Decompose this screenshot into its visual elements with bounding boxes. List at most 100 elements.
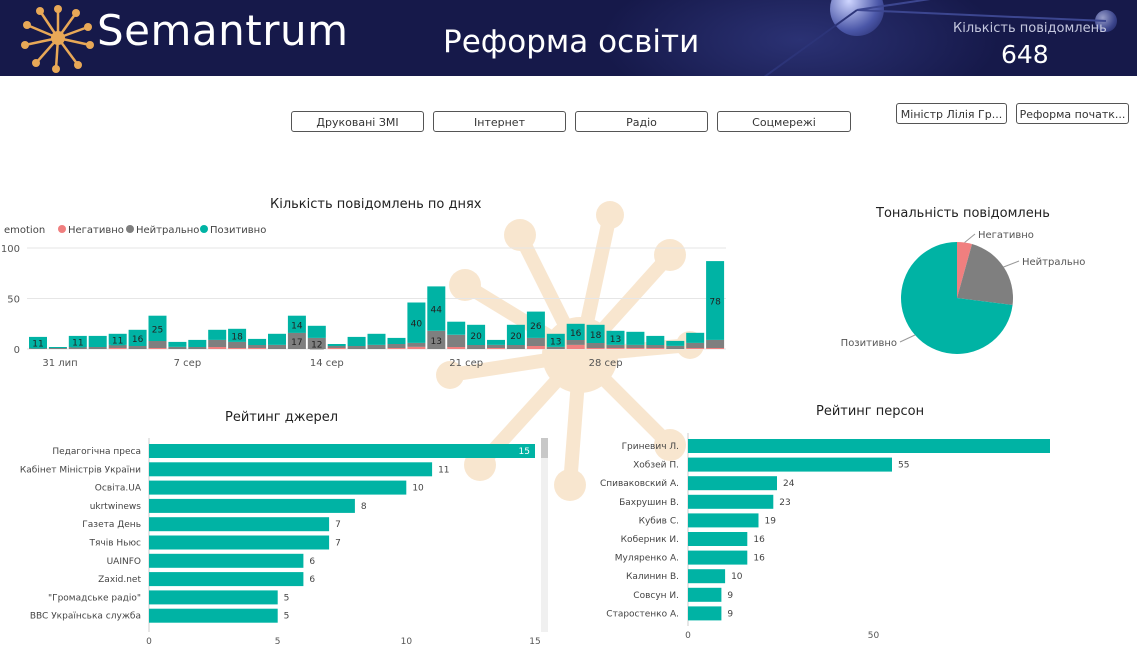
bar-segment-neutral	[526, 337, 545, 346]
bar-segment-neutral	[108, 345, 127, 348]
legend-item-neutral: Нейтрально	[136, 225, 199, 236]
value-label: 5	[284, 593, 290, 603]
category-label: UAINFO	[107, 557, 141, 567]
bar-segment-neutral	[48, 348, 67, 349]
value-label: 9	[727, 591, 733, 601]
bar-segment-negative	[706, 348, 725, 349]
x-tick-label: 15	[529, 637, 540, 647]
data-label: 20	[510, 332, 522, 342]
filter-reform[interactable]: Реформа початк...	[1016, 103, 1129, 124]
bar-segment-neutral	[268, 345, 286, 349]
bar-segment-neutral	[188, 347, 207, 349]
legend-marker	[58, 225, 66, 233]
data-label: 17	[291, 338, 302, 348]
pie-leader-line	[1003, 260, 1020, 268]
pie-label-negative: Негативно	[978, 230, 1034, 241]
pie-slice-negative	[957, 242, 973, 298]
bar-segment-neutral	[128, 346, 147, 349]
data-label-bg	[289, 335, 304, 347]
value-label: 24	[783, 479, 795, 489]
data-label-bg	[608, 332, 623, 344]
data-label: 11	[112, 336, 123, 346]
slicer-print-media[interactable]: Друковані ЗМІ	[291, 111, 424, 132]
value-label: 6	[309, 575, 315, 585]
data-label-bg	[508, 329, 523, 341]
bar-segment-negative	[387, 348, 406, 349]
slicer-internet[interactable]: Інтернет	[433, 111, 566, 132]
data-label: 20	[470, 332, 482, 342]
bar-segment-neutral	[347, 346, 366, 349]
bar-segment-negative	[208, 347, 227, 349]
ranking-bar	[149, 535, 330, 550]
data-label-bg	[548, 335, 563, 347]
data-label: 44	[431, 306, 443, 316]
value-label: 9	[727, 609, 733, 619]
bar-segment-neutral	[148, 340, 167, 348]
category-label: Газета День	[82, 520, 141, 530]
data-label-bg	[409, 317, 424, 329]
ranking-bar	[149, 553, 304, 568]
ranking-bar	[149, 462, 433, 477]
bar-segment-neutral	[387, 344, 406, 348]
data-label: 25	[152, 325, 163, 335]
value-label: 16	[753, 554, 765, 564]
x-tick-label: 28 сер	[589, 358, 623, 369]
data-label: 13	[610, 335, 621, 345]
bar-segment-negative	[228, 348, 247, 349]
scrollbar-thumb[interactable]	[541, 438, 548, 458]
data-label-bg	[70, 336, 85, 348]
persons-chart-title: Рейтинг персон	[816, 404, 925, 419]
ranking-bar	[149, 498, 355, 513]
ranking-bar	[688, 587, 722, 602]
ranking-bar	[149, 517, 330, 532]
bar-segment-neutral	[168, 347, 187, 349]
x-tick-label: 21 сер	[449, 358, 483, 369]
y-tick-label: 0	[14, 345, 20, 356]
bar-segment-positive	[646, 335, 665, 345]
x-tick-label: 0	[146, 637, 152, 647]
bar-segment-neutral	[586, 342, 605, 348]
data-label: 11	[32, 339, 43, 349]
category-label: Гриневич Л.	[622, 442, 679, 452]
value-label: 15	[519, 447, 530, 457]
scrollbar-track[interactable]	[541, 438, 548, 632]
ranking-bar	[688, 569, 726, 584]
ranking-bar	[688, 532, 748, 546]
ranking-bar	[688, 494, 774, 509]
value-label: 55	[898, 461, 909, 471]
bar-segment-negative	[646, 348, 665, 349]
category-label: Калинин В.	[626, 572, 679, 582]
bar-segment-positive	[626, 331, 645, 345]
bar-segment-neutral	[447, 334, 466, 347]
bar-segment-neutral	[566, 339, 585, 345]
value-label: 10	[731, 572, 743, 582]
bar-segment-negative	[626, 348, 645, 349]
bar-segment-neutral	[686, 342, 705, 348]
data-label-bg	[110, 334, 125, 346]
ranking-bar	[688, 476, 777, 491]
slicer-social-media[interactable]: Соцмережі	[717, 111, 851, 132]
slicer-radio[interactable]: Радіо	[575, 111, 708, 132]
bar-segment-neutral	[666, 346, 685, 349]
bar-segment-positive	[686, 332, 705, 343]
bar-segment-negative	[327, 348, 346, 349]
category-label: "Громадське радіо"	[48, 593, 141, 603]
persons-ranking-chart: Гриневич Л. 10 9 Хобзей П. 55 Спиваковский А.…	[600, 433, 1050, 641]
header-banner: Semantrum Реформа освіти Кількість повід…	[0, 0, 1137, 76]
category-label: BBC Українська служба	[30, 612, 141, 622]
legend-title: emotion	[4, 225, 45, 236]
filter-minister[interactable]: Міністр Лілія Гр...	[896, 103, 1007, 124]
bar-segment-positive	[208, 329, 227, 340]
bar-segment-neutral	[29, 348, 47, 349]
report-title: Реформа освіти	[443, 24, 700, 60]
data-label-bg	[568, 326, 583, 338]
ranking-bar	[149, 608, 278, 623]
category-label: Старостенко А.	[606, 609, 679, 619]
bar-segment-negative	[447, 347, 466, 349]
bar-segment-negative	[108, 348, 127, 349]
data-label: 26	[530, 322, 542, 332]
bar-segment-positive	[168, 341, 187, 347]
value-label: 16	[753, 535, 765, 545]
data-label: 12	[311, 340, 322, 350]
data-label: 40	[411, 320, 423, 330]
